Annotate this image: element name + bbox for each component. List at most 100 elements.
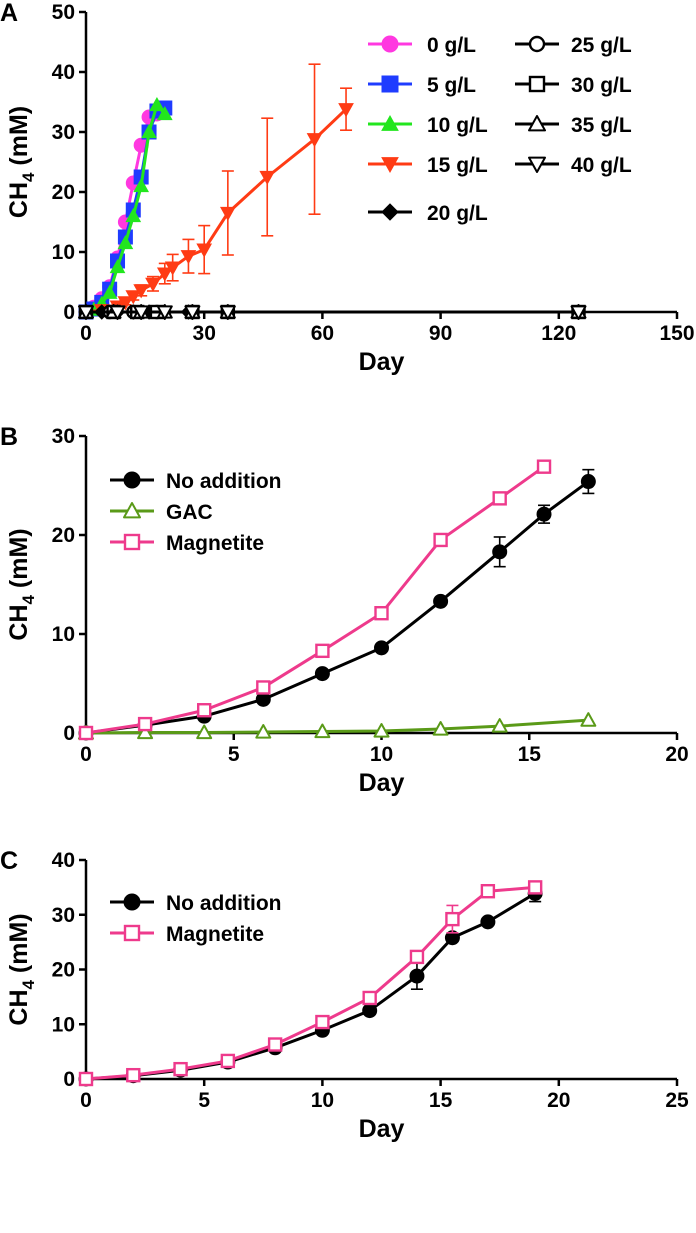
panel-a-series-40-g-l (78, 305, 587, 320)
panel-b-x-tick-label: 0 (80, 743, 92, 766)
panel-b-series-magnetite-point (374, 606, 389, 621)
panel-a-legend-item-40-g-l-swatch-marker (528, 156, 546, 173)
panel-c-x-tick-label: 15 (429, 1089, 453, 1112)
panel-c-series-magnetite (78, 880, 543, 1087)
panel-a-letter: A (0, 0, 18, 27)
panel-c-series-magnetite-point (409, 949, 425, 965)
panel-a-series-10-g-l-point (141, 123, 157, 139)
panel-a-y-tick-label: 20 (52, 181, 75, 204)
panel-a-legend-item-15-g-l: 15 g/L (368, 154, 488, 177)
panel-a-legend-item-35-g-l: 35 g/L (515, 114, 632, 137)
panel-a-series-15-g-l-point (133, 284, 150, 299)
panel-a-y-axis-title: CH4 (mM) (5, 106, 38, 218)
panel-c-legend-item-no-addition-label: No addition (166, 892, 281, 915)
panel-b-series-no-addition-point (580, 474, 596, 490)
panel-c-series-magnetite-point (480, 884, 496, 899)
panel-b-series-magnetite-point (137, 716, 153, 732)
panel-a-series-10-g-l-point (117, 234, 134, 250)
panel-a-legend-item-40-g-l-label: 40 g/L (571, 154, 632, 177)
panel-a-legend-item-10-g-l-label: 10 g/L (427, 114, 488, 137)
panel-c-y-tick-label: 10 (52, 1013, 75, 1036)
panel-a-legend-item-5-g-l-swatch-marker (381, 75, 399, 93)
panel-a-series-15-g-l (78, 63, 354, 321)
panel-a-x-tick-label: 30 (193, 322, 216, 345)
panel-b-series-gac-point (373, 723, 390, 738)
panel-a-legend-item-25-g-l-swatch-marker (528, 35, 546, 53)
panel-b-series-magnetite-point (536, 459, 552, 474)
panel-b-legend-item-magnetite-swatch-marker (123, 533, 141, 551)
panel-a-legend-item-20-g-l: 20 g/L (368, 202, 488, 225)
panel-a-series-10-g-l-point (101, 284, 118, 299)
panel-c-x-tick-label: 5 (198, 1089, 210, 1112)
panel-a-series-10-g-l (78, 96, 173, 319)
panel-a-legend-item-40-g-l: 40 g/L (515, 154, 632, 177)
panel-a-x-tick-label: 90 (429, 322, 452, 345)
panel-b-legend-item-magnetite-label: Magnetite (166, 532, 264, 555)
panel-a-series-40-g-l-point (184, 305, 201, 320)
panel-b-series-gac-point (580, 712, 597, 727)
panel-c-series-magnetite-point (315, 1014, 330, 1030)
panel-a-series-15-g-l-point (180, 250, 197, 265)
panel-b-series-magnetite-point (256, 680, 271, 695)
panel-a-legend-item-0-g-l-swatch-marker (381, 35, 399, 53)
panel-a-series-40-g-l-point (78, 305, 94, 320)
panel-a-legend-item-25-g-l-label: 25 g/L (571, 34, 632, 57)
panel-c-x-tick-label: 20 (547, 1089, 570, 1112)
panel-b-x-axis-title: Day (359, 769, 405, 797)
panel-a-series-10-g-l-point (149, 96, 165, 112)
panel-b-series-no-addition-point (374, 640, 389, 656)
panel-b-series-no-addition-point (536, 506, 552, 522)
panel-a-legend-item-10-g-l: 10 g/L (368, 114, 488, 137)
panel-c-legend-item-magnetite: Magnetite (110, 923, 264, 946)
panel-a-series-40-g-l-point (156, 305, 173, 320)
panel-a-legend-item-0-g-l: 0 g/L (368, 34, 476, 57)
panel-a-series-15-g-l-point (145, 277, 161, 292)
panel-a-x-axis-title: Day (359, 348, 405, 376)
panel-a-x-tick-label: 120 (541, 322, 576, 345)
panel-b-series-magnetite-point (315, 643, 330, 659)
panel-c-legend-item-magnetite-label: Magnetite (166, 923, 264, 946)
panel-b-y-tick-label: 20 (52, 524, 75, 547)
panel-b-series-no-addition-point (492, 544, 508, 560)
panel-a-series-40-g-l-point (109, 305, 126, 320)
panel-a-legend-item-30-g-l-swatch-marker (528, 75, 546, 93)
panel-b-series-gac-point (491, 718, 508, 733)
panel-b-legend-item-no-addition: No addition (110, 470, 281, 493)
panel-a-series-40-g-l-point (570, 305, 587, 320)
panel-c-y-tick-label: 0 (63, 1068, 75, 1091)
panel-c-series-magnetite-point (173, 1061, 188, 1077)
panel-b-series-no-addition-line (85, 480, 590, 735)
panel-b-series-no-addition-point (314, 666, 330, 682)
panel-b-series-magnetite-point (78, 725, 94, 741)
panel-a-series-15-g-l-point (125, 290, 142, 305)
panel-c-series-magnetite-point (527, 880, 543, 895)
panel-c-series-magnetite-point (220, 1053, 236, 1069)
panel-c-y-tick-label: 40 (52, 849, 75, 872)
panel-a-legend-item-25-g-l: 25 g/L (515, 34, 632, 57)
panel-b-legend-item-gac-swatch-marker (123, 502, 141, 519)
panel-a-series-15-g-l-point (338, 103, 354, 118)
panel-a-legend-item-20-g-l-label: 20 g/L (427, 202, 488, 225)
panel-b-legend-item-magnetite: Magnetite (110, 532, 264, 555)
panel-b-x-tick-label: 20 (665, 743, 688, 766)
panel-c-legend-item-no-addition: No addition (110, 892, 281, 915)
panel-a-series-40-g-l-point (219, 305, 236, 320)
panel-c-series-magnetite-point (445, 911, 460, 927)
panel-a-y-tick-label: 30 (52, 121, 75, 144)
panel-c-series-no-addition (78, 884, 543, 1087)
panel-b-chart: B 0 5 10 15 20 0 10 20 30 Day CH4 (mM) No addition GA… (0, 423, 689, 797)
panel-a-y-tick-label: 10 (52, 241, 75, 264)
panel-a-series-40-g-l-point (133, 305, 150, 320)
panel-b-series-magnetite-line (85, 465, 545, 735)
panel-c-series-magnetite-point (362, 990, 377, 1006)
panel-b-y-tick-label: 30 (52, 425, 75, 448)
panel-c-x-tick-label: 0 (80, 1089, 92, 1112)
panel-c-letter: C (0, 847, 18, 875)
panel-a-y-tick-label: 0 (63, 301, 75, 324)
panel-c-series-no-addition-point (480, 914, 496, 930)
panel-a-legend-item-35-g-l-label: 35 g/L (571, 114, 632, 137)
panel-a-legend-item-15-g-l-swatch-marker (381, 157, 399, 174)
panel-a-legend-item-35-g-l-swatch-marker (528, 115, 546, 132)
panel-b-legend: No addition GAC Magnetite (110, 470, 281, 555)
